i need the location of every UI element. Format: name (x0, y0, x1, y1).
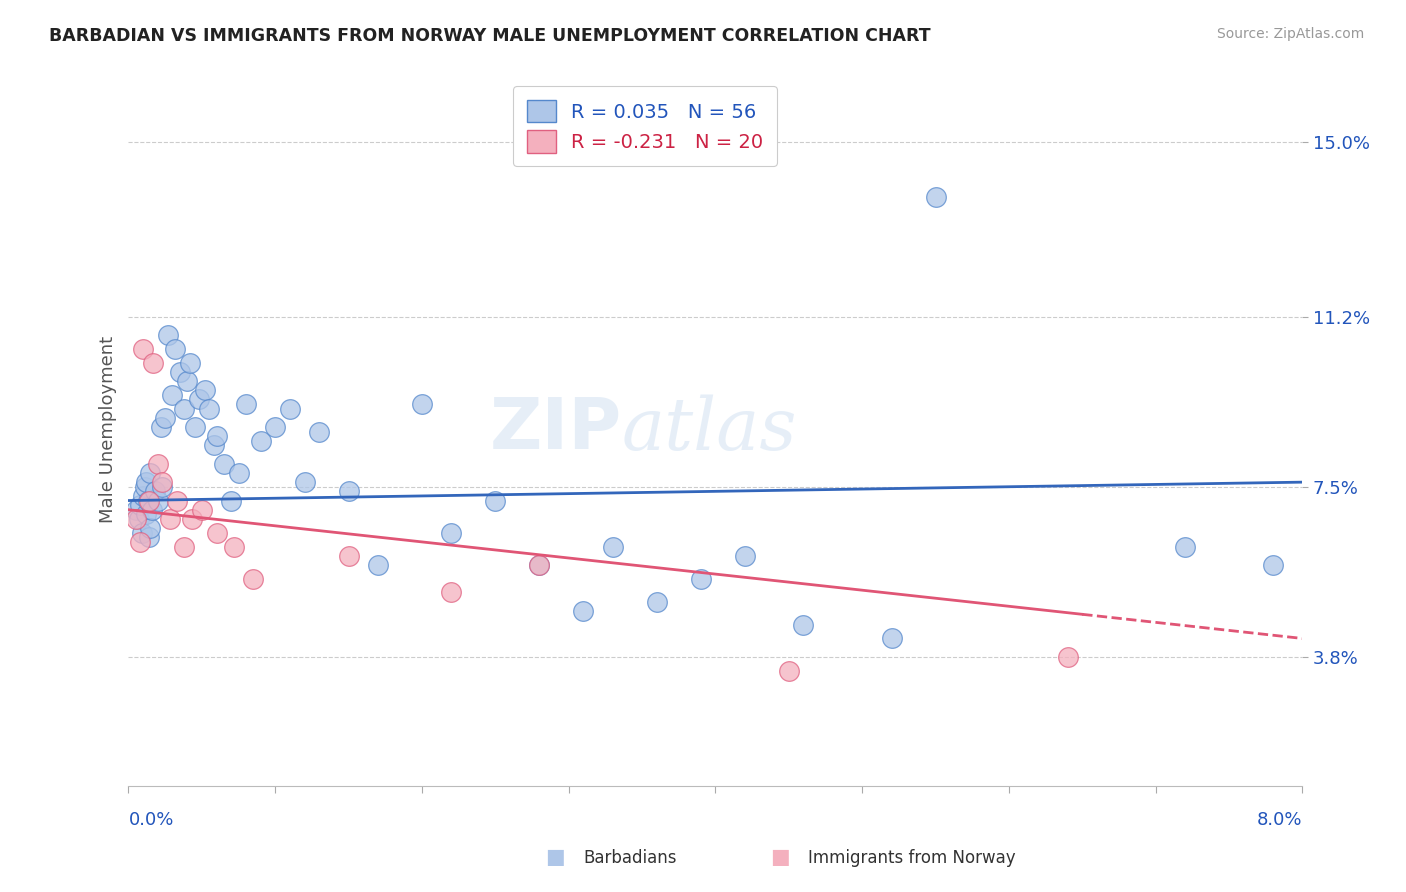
Point (249, 434, 271, 448)
Text: BARBADIAN VS IMMIGRANTS FROM NORWAY MALE UNEMPLOYMENT CORRELATION CHART: BARBADIAN VS IMMIGRANTS FROM NORWAY MALE… (49, 27, 931, 45)
Point (778, 664, 800, 678)
Point (367, 558, 389, 572)
Point (308, 425, 330, 439)
Point (150, 475, 173, 490)
Point (150, 480, 173, 494)
Point (440, 585, 463, 599)
Point (1174, 540, 1197, 554)
Text: ZIP: ZIP (489, 395, 621, 464)
Text: Source: ZipAtlas.com: Source: ZipAtlas.com (1216, 27, 1364, 41)
Point (165, 342, 187, 356)
Point (139, 521, 162, 535)
Point (792, 617, 814, 632)
Point (1056, 649, 1078, 664)
Text: 0.0%: 0.0% (128, 811, 174, 829)
Point (141, 502, 163, 516)
Point (183, 420, 205, 434)
Point (153, 410, 176, 425)
Point (191, 502, 214, 516)
Point (529, 558, 551, 572)
Point (278, 401, 301, 416)
Point (138, 493, 160, 508)
Point (173, 401, 195, 416)
Point (146, 457, 169, 471)
Y-axis label: Male Unemployment: Male Unemployment (100, 335, 117, 523)
Point (129, 498, 152, 512)
Point (242, 572, 264, 586)
Text: Immigrants from Norway: Immigrants from Norway (808, 849, 1017, 867)
Point (125, 502, 148, 516)
Point (440, 525, 463, 540)
Point (134, 480, 156, 494)
Point (880, 632, 903, 646)
Point (187, 392, 209, 407)
Point (176, 374, 198, 388)
Text: Barbadians: Barbadians (583, 849, 678, 867)
Text: atlas: atlas (621, 394, 797, 465)
Point (202, 438, 225, 452)
Point (132, 342, 155, 356)
Point (159, 512, 181, 526)
Point (224, 540, 246, 554)
Point (194, 383, 217, 397)
Legend: R = 0.035   N = 56, R = -0.231   N = 20: R = 0.035 N = 56, R = -0.231 N = 20 (513, 87, 778, 166)
Point (143, 484, 166, 499)
Point (645, 595, 668, 609)
Point (337, 549, 360, 563)
Point (924, 190, 946, 204)
Point (205, 525, 228, 540)
Point (228, 466, 250, 480)
Point (179, 356, 201, 370)
Point (139, 466, 162, 480)
Text: 8.0%: 8.0% (1257, 811, 1302, 829)
Point (219, 493, 242, 508)
Point (135, 508, 157, 522)
Point (135, 475, 157, 490)
Point (198, 401, 221, 416)
Point (689, 572, 711, 586)
Point (131, 525, 153, 540)
Point (235, 397, 257, 411)
Point (180, 512, 202, 526)
Point (166, 493, 188, 508)
Point (162, 388, 184, 402)
Point (169, 365, 191, 379)
Point (205, 429, 228, 443)
Point (132, 489, 155, 503)
Point (125, 512, 148, 526)
Point (129, 535, 152, 549)
Point (138, 530, 160, 544)
Point (146, 493, 169, 508)
Point (572, 604, 595, 618)
Point (264, 420, 287, 434)
Point (1261, 558, 1284, 572)
Point (484, 493, 506, 508)
Point (149, 420, 172, 434)
Point (136, 493, 159, 508)
Point (157, 328, 180, 343)
Point (173, 540, 195, 554)
Text: ■: ■ (546, 847, 565, 867)
Point (529, 558, 551, 572)
Point (602, 540, 624, 554)
Point (294, 475, 316, 490)
Point (337, 484, 360, 499)
Point (128, 512, 150, 526)
Point (411, 397, 433, 411)
Point (734, 549, 756, 563)
Text: ■: ■ (770, 847, 790, 867)
Point (212, 457, 235, 471)
Point (142, 356, 165, 370)
